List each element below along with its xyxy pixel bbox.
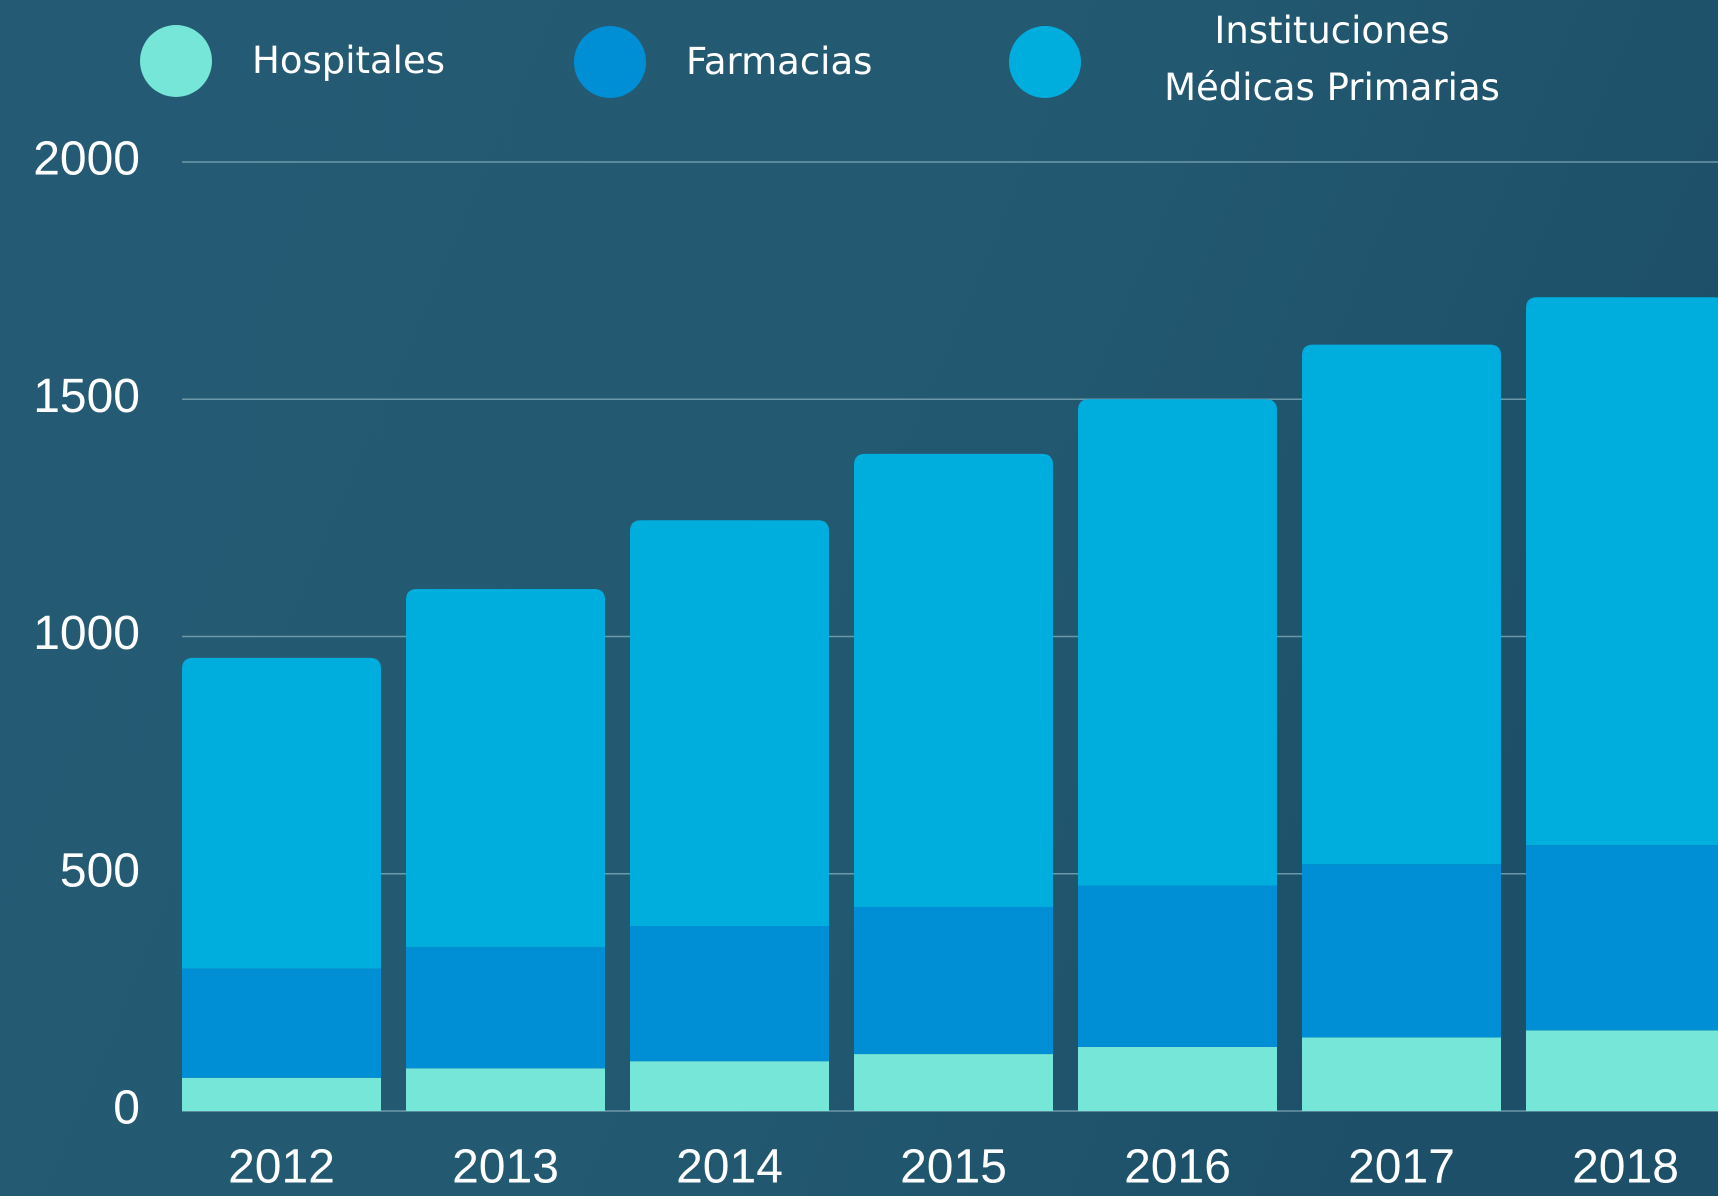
bar-segment: [1302, 864, 1501, 1038]
y-tick-label: 0: [113, 1082, 140, 1135]
bar-segment: [182, 968, 381, 1078]
legend-swatch: [140, 25, 212, 97]
bar-segment: [182, 1077, 381, 1111]
bar-segment: [854, 1054, 1053, 1111]
bar-segment: [406, 1068, 605, 1111]
legend-label: Instituciones Médicas Primarias: [1164, 9, 1500, 109]
bar-segment: [1078, 885, 1277, 1047]
bar-segment: [854, 453, 1053, 907]
y-tick-label: 1500: [33, 370, 140, 423]
bar-segment: [630, 520, 829, 926]
x-tick-label: 2018: [1572, 1141, 1679, 1194]
bar-segment: [406, 589, 605, 948]
bar-segment: [1078, 399, 1277, 886]
bar-segment: [1302, 344, 1501, 865]
y-tick-label: 1000: [33, 607, 140, 660]
y-tick-label: 500: [60, 844, 140, 897]
x-tick-label: 2016: [1124, 1141, 1231, 1194]
legend-label: Hospitales: [252, 39, 446, 82]
y-tick-label: 2000: [33, 133, 140, 186]
x-tick-label: 2015: [900, 1141, 1007, 1194]
bar-segment: [630, 1061, 829, 1111]
bar-segment: [1302, 1037, 1501, 1111]
bar-segment: [1526, 845, 1718, 1031]
x-tick-label: 2013: [452, 1141, 559, 1194]
bar-segment: [854, 906, 1053, 1055]
bar-segment: [182, 657, 381, 969]
bar-segment: [1078, 1046, 1277, 1111]
bar-segment: [1526, 1030, 1718, 1111]
bar-segment: [630, 925, 829, 1062]
legend-swatch: [574, 26, 646, 98]
x-tick-label: 2017: [1348, 1141, 1455, 1194]
bar-segment: [406, 947, 605, 1069]
x-tick-label: 2012: [228, 1141, 335, 1194]
bar-segment: [1526, 297, 1718, 846]
legend-label: Farmacias: [686, 40, 873, 83]
x-tick-label: 2014: [676, 1141, 783, 1194]
legend-swatch: [1009, 26, 1081, 98]
